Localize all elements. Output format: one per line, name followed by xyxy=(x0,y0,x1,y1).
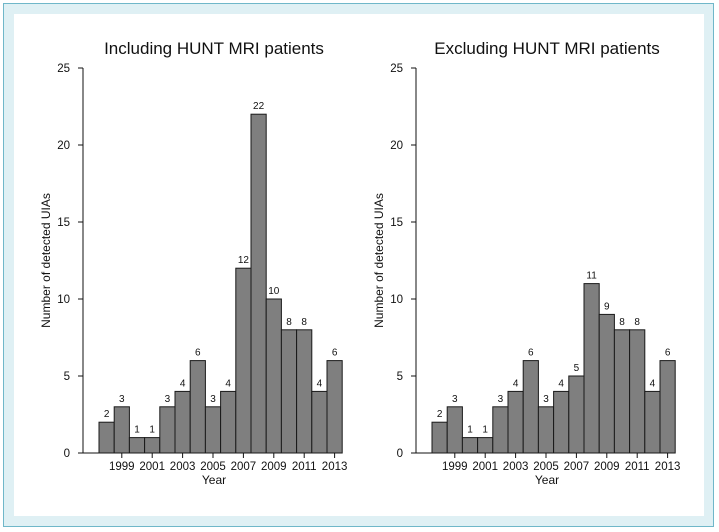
bar-value-label: 1 xyxy=(149,425,155,436)
bar-value-label: 4 xyxy=(180,378,186,389)
bar xyxy=(311,390,328,454)
x-axis-label: Year xyxy=(535,473,559,487)
bar-value-label: 11 xyxy=(586,271,597,282)
bar-value-label: 3 xyxy=(210,394,216,405)
chart-title: Excluding HUNT MRI patients xyxy=(434,39,660,58)
x-tick-label: 1999 xyxy=(109,461,135,473)
x-tick-label: 2005 xyxy=(200,461,226,473)
bar-value-label: 3 xyxy=(498,394,504,405)
bar-value-label: 2 xyxy=(104,409,110,420)
y-tick-label: 5 xyxy=(397,371,403,383)
bar xyxy=(296,329,313,454)
bar xyxy=(461,437,479,454)
bar xyxy=(189,360,206,454)
bar xyxy=(659,360,676,454)
x-tick-label: 2001 xyxy=(472,461,498,473)
x-tick-label: 2009 xyxy=(261,461,287,473)
chart-title: Including HUNT MRI patients xyxy=(104,39,324,58)
x-tick-label: 2001 xyxy=(139,461,165,473)
bar-value-label: 1 xyxy=(482,425,488,436)
x-axis-label: Year xyxy=(202,473,226,487)
bar xyxy=(507,390,524,454)
bar xyxy=(522,360,539,454)
bar-value-label: 8 xyxy=(634,317,640,328)
bar-value-label: 3 xyxy=(452,394,458,405)
x-tick-label: 2013 xyxy=(322,461,348,473)
bar-value-label: 4 xyxy=(513,378,519,389)
x-tick-label: 2009 xyxy=(594,461,620,473)
bar xyxy=(477,437,494,454)
bar xyxy=(128,437,146,454)
bar-value-label: 2 xyxy=(437,409,443,420)
y-tick-label: 10 xyxy=(57,294,70,306)
x-tick-label: 2011 xyxy=(625,461,650,473)
bar xyxy=(159,406,176,454)
bar xyxy=(583,283,600,454)
bar xyxy=(431,421,448,454)
bar xyxy=(553,390,570,454)
bar xyxy=(235,267,252,454)
x-tick-label: 2007 xyxy=(564,461,590,473)
y-tick-label: 15 xyxy=(57,217,70,229)
y-tick-label: 25 xyxy=(57,63,70,75)
y-tick-label: 0 xyxy=(64,448,70,460)
bar xyxy=(280,329,298,454)
x-tick-label: 2011 xyxy=(292,461,317,473)
bar-value-label: 4 xyxy=(225,378,231,389)
y-tick-label: 5 xyxy=(64,371,70,383)
bar xyxy=(492,406,509,454)
x-tick-label: 2005 xyxy=(533,461,559,473)
bar xyxy=(629,329,646,454)
bar-value-label: 6 xyxy=(528,348,534,359)
bar xyxy=(613,329,631,454)
bar-value-label: 1 xyxy=(134,425,140,436)
bar xyxy=(265,298,282,454)
x-tick-label: 2003 xyxy=(503,461,529,473)
y-tick-label: 20 xyxy=(57,140,70,152)
y-tick-label: 20 xyxy=(390,140,403,152)
bar-value-label: 6 xyxy=(332,348,338,359)
bar xyxy=(113,406,130,454)
y-tick-label: 25 xyxy=(390,63,403,75)
bar xyxy=(204,406,222,454)
bar-value-label: 12 xyxy=(238,255,250,266)
bar-value-label: 3 xyxy=(119,394,125,405)
bar xyxy=(144,437,161,454)
bar xyxy=(537,406,555,454)
bar-value-label: 4 xyxy=(317,378,323,389)
bar xyxy=(250,113,267,454)
bar xyxy=(174,390,191,454)
bar-value-label: 1 xyxy=(467,425,473,436)
bar-value-label: 4 xyxy=(558,378,564,389)
bar-value-label: 8 xyxy=(286,317,292,328)
bar xyxy=(644,390,661,454)
bar-value-label: 8 xyxy=(301,317,307,328)
bar-value-label: 9 xyxy=(604,301,610,312)
bar-value-label: 6 xyxy=(195,348,201,359)
bar xyxy=(446,406,463,454)
bar-value-label: 6 xyxy=(665,348,671,359)
bar xyxy=(598,313,615,454)
y-tick-label: 0 xyxy=(397,448,403,460)
bar xyxy=(98,421,115,454)
bar xyxy=(326,360,343,454)
bar xyxy=(220,390,237,454)
y-axis-label: Number of detected UIAs xyxy=(372,193,386,328)
bar-value-label: 8 xyxy=(619,317,625,328)
bar-value-label: 5 xyxy=(574,363,580,374)
x-tick-label: 2003 xyxy=(170,461,196,473)
bar-value-label: 3 xyxy=(165,394,171,405)
bar-value-label: 22 xyxy=(253,101,265,112)
x-tick-label: 2013 xyxy=(655,461,681,473)
bar-value-label: 4 xyxy=(650,378,656,389)
bar xyxy=(568,375,585,454)
bar-value-label: 10 xyxy=(268,286,280,297)
y-tick-label: 15 xyxy=(390,217,403,229)
y-tick-label: 10 xyxy=(390,294,403,306)
bar-value-label: 3 xyxy=(543,394,549,405)
y-axis-label: Number of detected UIAs xyxy=(39,193,53,328)
x-tick-label: 1999 xyxy=(442,461,468,473)
x-tick-label: 2007 xyxy=(231,461,257,473)
